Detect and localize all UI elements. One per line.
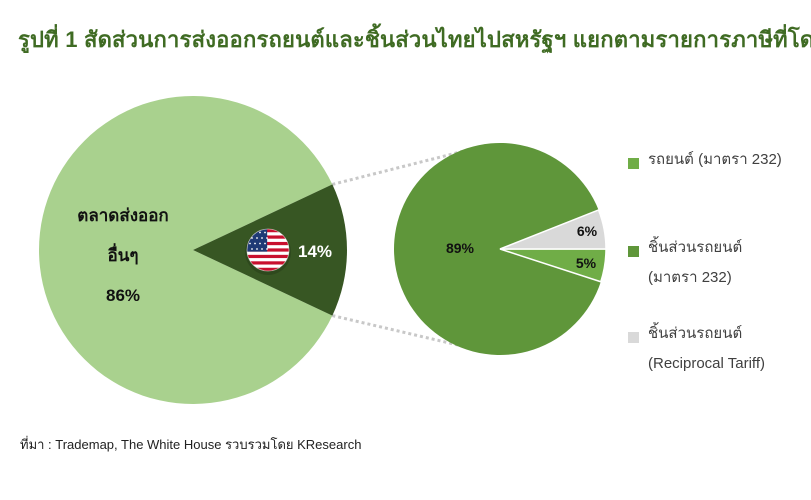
legend-swatch <box>628 246 639 257</box>
slice-label-parts-reciprocal: 6% <box>577 223 598 239</box>
legend-swatch <box>628 158 639 169</box>
slice-label-other-markets: อื่นๆ <box>108 243 139 265</box>
legend-label: รถยนต์ (มาตรา 232) <box>648 151 782 168</box>
source-note: ที่มา : Trademap, The White House รวบรวม… <box>20 437 362 452</box>
slice-other-markets <box>38 95 333 405</box>
slice-cars-232 <box>394 142 601 355</box>
slice-label-other-markets: ตลาดส่งออก <box>77 206 168 225</box>
us-flag-icon <box>245 228 291 275</box>
slice-label-other-markets: 86% <box>106 286 140 305</box>
legend-label: (มาตรา 232) <box>648 269 732 286</box>
slice-label-parts-232: 5% <box>576 255 597 271</box>
chart-title: รูปที่ 1 สัดส่วนการส่งออกรถยนต์และชิ้นส่… <box>18 27 811 52</box>
legend-item-parts-reciprocal: ชิ้นส่วนรถยนต์ (Reciprocal Tariff) <box>628 325 765 379</box>
legend-item-car: รถยนต์ (มาตรา 232) <box>628 151 782 175</box>
legend-swatch <box>628 332 639 343</box>
legend-item-parts-232: ชิ้นส่วนรถยนต์ (มาตรา 232) <box>628 239 742 293</box>
slice-parts-reciprocal <box>499 209 607 250</box>
slice-label-us: 14% <box>298 242 332 261</box>
slice-label-cars-232: 89% <box>446 240 475 256</box>
legend-label: (Reciprocal Tariff) <box>648 355 765 372</box>
legend-label: ชิ้นส่วนรถยนต์ <box>648 239 743 256</box>
legend-label: ชิ้นส่วนรถยนต์ <box>648 325 743 342</box>
